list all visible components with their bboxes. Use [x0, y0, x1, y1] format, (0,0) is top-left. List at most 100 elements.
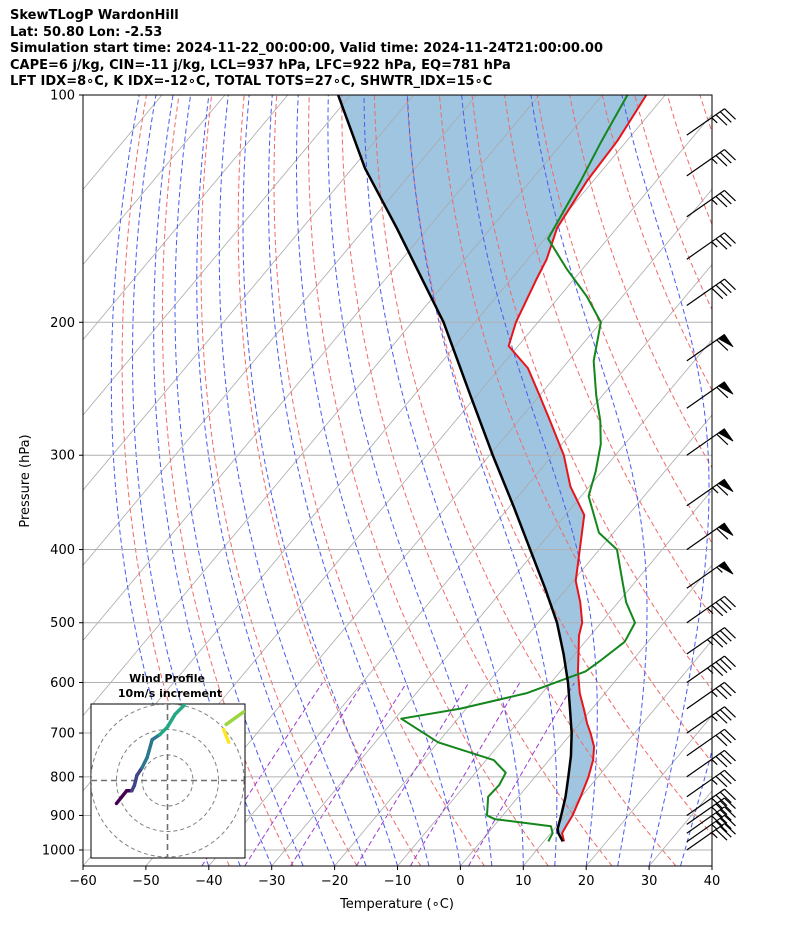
- barb-full: [719, 235, 732, 247]
- barb-full: [724, 749, 736, 762]
- barb-full: [719, 800, 732, 812]
- barb-shaft: [686, 749, 725, 778]
- wind-barb: [686, 522, 734, 551]
- barb-full: [719, 826, 732, 838]
- hodograph-inset: Wind Profile 10m/s increment: [90, 672, 246, 859]
- barb-full: [715, 812, 728, 824]
- barb-full: [715, 633, 728, 645]
- hodograph-segment: [224, 709, 245, 727]
- wind-barb: [686, 333, 734, 362]
- barb-half: [711, 778, 718, 785]
- barb-full: [724, 788, 736, 801]
- barb-full: [719, 752, 732, 765]
- wind-barb: [686, 823, 736, 851]
- x-tick-label: 20: [578, 874, 595, 889]
- chart-title: SkewTLogP WardonHill: [10, 8, 179, 23]
- dry-adiabat-line: [273, 95, 485, 866]
- hodograph-segment: [132, 773, 139, 788]
- barb-shaft: [686, 797, 725, 825]
- isotherm-line: [83, 95, 477, 566]
- wind-barb: [686, 728, 736, 757]
- barb-half: [711, 158, 718, 165]
- barb-shaft: [686, 655, 725, 683]
- wind-barb: [686, 561, 734, 589]
- barb-full: [715, 195, 728, 208]
- sounding-lines: [336, 95, 648, 842]
- barb-shaft: [686, 595, 725, 624]
- barb-full: [715, 687, 728, 700]
- x-tick-label: −60: [69, 874, 96, 889]
- isotherm-line: [334, 414, 712, 866]
- barb-shaft: [686, 149, 725, 177]
- moist-adiabat-line: [196, 95, 336, 866]
- barb-full: [719, 192, 732, 205]
- barb-full: [715, 155, 728, 167]
- barb-full: [719, 791, 732, 804]
- dry-adiabat-line: [308, 95, 549, 866]
- barb-full: [719, 598, 732, 611]
- dry-adiabat-line: [438, 95, 712, 764]
- mixing-ratio-line: [244, 682, 364, 866]
- wind-barbs: [686, 108, 736, 851]
- barb-full: [716, 528, 729, 540]
- barb-flag: [717, 522, 734, 536]
- barb-full: [724, 149, 736, 161]
- hodograph-segment: [221, 727, 231, 744]
- barb-shaft: [686, 788, 725, 816]
- x-axis: −60 −50 −40 −30 −20 −10 0 10 20 30 40: [69, 866, 720, 889]
- wind-barb: [686, 381, 734, 409]
- barb-full: [715, 712, 728, 724]
- isotherm-line: [775, 95, 794, 866]
- indices-line-2: LFT IDX=8∘C, K IDX=-12∘C, TOTAL TOTS=27∘…: [10, 74, 493, 89]
- barb-full: [724, 706, 736, 718]
- wind-barb: [686, 749, 736, 778]
- hodograph-segment: [114, 788, 129, 806]
- wind-barb: [686, 814, 736, 843]
- isotherm-line: [83, 95, 603, 717]
- dry-adiabat-line: [732, 95, 794, 866]
- hodograph-segment: [181, 704, 187, 709]
- y-tick-label: 500: [50, 616, 75, 631]
- hodograph-rings: [91, 704, 245, 858]
- barb-shaft: [686, 806, 725, 834]
- isotherm-line: [208, 263, 712, 866]
- wind-barb: [686, 681, 736, 710]
- dry-adiabat-line: [666, 95, 712, 226]
- wind-barb: [686, 189, 736, 218]
- wind-barb: [686, 595, 736, 624]
- barb-full: [715, 803, 728, 815]
- barb-shaft: [686, 189, 725, 218]
- barb-full: [719, 152, 732, 164]
- y-tick-label: 100: [50, 89, 75, 104]
- barb-half: [711, 117, 718, 124]
- hodograph-title: Wind Profile: [129, 672, 205, 685]
- isotherm-line: [585, 715, 712, 866]
- barb-full: [716, 433, 729, 446]
- barb-shaft: [686, 823, 725, 851]
- isotherm-line: [460, 564, 712, 866]
- y-tick-label: 1000: [42, 844, 75, 859]
- dry-adiabat-line: [341, 95, 613, 866]
- barb-flag: [717, 333, 734, 348]
- isotherm-line: [271, 339, 712, 866]
- location-line: Lat: 50.80 Lon: -2.53: [10, 24, 163, 40]
- barb-full: [724, 595, 736, 608]
- barb-shaft: [686, 769, 725, 798]
- dry-adiabat-line: [699, 95, 712, 134]
- barb-full: [715, 114, 728, 126]
- moist-adiabat-line: [327, 95, 493, 866]
- moist-adiabat-line: [153, 95, 273, 866]
- barb-shaft: [686, 278, 725, 306]
- barb-full: [715, 734, 728, 747]
- mixing-ratio-lines: [201, 682, 575, 866]
- y-axis-label: Pressure (hPa): [18, 434, 33, 527]
- cape-cin-area: [338, 95, 647, 842]
- barb-full: [715, 238, 728, 250]
- barb-full: [724, 108, 736, 120]
- barb-full: [724, 627, 736, 639]
- isotherm-line: [83, 95, 226, 266]
- x-tick-label: −50: [132, 874, 159, 889]
- hodograph-segment: [158, 725, 170, 737]
- x-tick-label: 30: [641, 874, 658, 889]
